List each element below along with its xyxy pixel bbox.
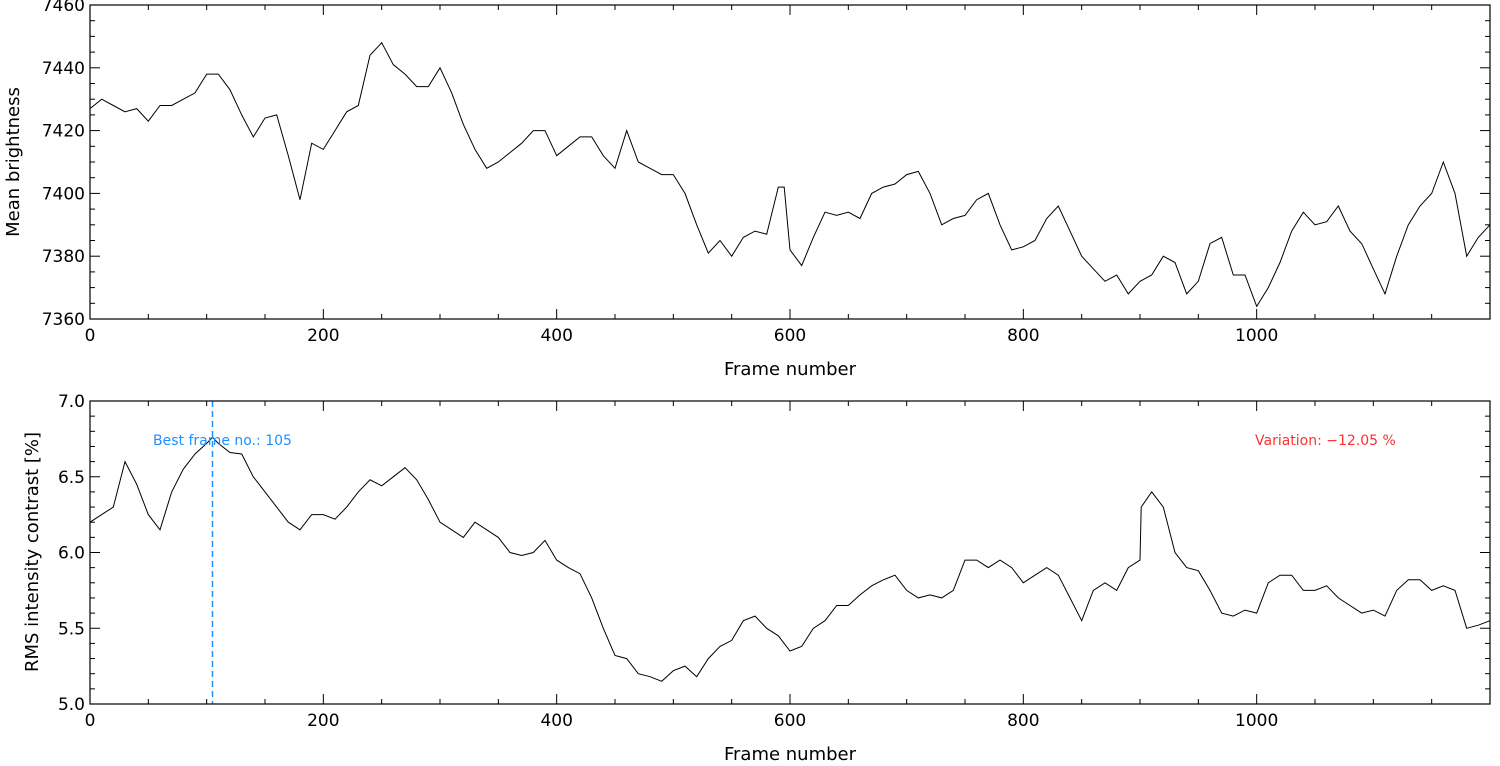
contrast-xaxis-label: Frame number: [724, 744, 857, 765]
best-frame-annotation: Best frame no.: 105: [153, 433, 292, 449]
brightness-xtick-label: 1000: [1235, 326, 1278, 346]
brightness-ytick-label: 7400: [42, 184, 85, 204]
contrast-xtick-label: 200: [307, 711, 339, 731]
brightness-ytick-label: 7460: [42, 0, 85, 16]
brightness-xtick-label: 200: [307, 326, 339, 346]
contrast-ytick-label: 5.5: [58, 619, 85, 639]
contrast-ytick-label: 5.0: [58, 695, 85, 715]
brightness-axes-ticks: 0 200 400 600 800 1000 7360 7380 7400 7420 7440 746…: [42, 0, 1491, 346]
brightness-xtick-label: 600: [774, 326, 806, 346]
brightness-xtick-label: 800: [1007, 326, 1039, 346]
contrast-series-line: [89, 436, 1491, 682]
contrast-axes-frame: [89, 400, 1491, 705]
contrast-ytick-label: 6.5: [58, 468, 85, 488]
brightness-ytick-label: 7420: [42, 122, 85, 142]
contrast-xtick-label: 1000: [1235, 711, 1278, 731]
brightness-yaxis-label: Mean brightness: [3, 87, 24, 237]
contrast-xtick-label: 600: [774, 711, 806, 731]
contrast-panel: 0 200 400 600 800 1000 5.0 5.5 6.0 6.5 7.0 Best fr…: [22, 392, 1491, 765]
brightness-xaxis-label: Frame number: [724, 359, 857, 380]
contrast-yaxis-label: RMS intensity contrast [%]: [22, 432, 43, 672]
contrast-ytick-label: 6.0: [58, 544, 85, 564]
brightness-series-line: [89, 41, 1491, 308]
contrast-xtick-label: 0: [85, 711, 96, 731]
contrast-ytick-label: 7.0: [58, 392, 85, 412]
brightness-panel: 0 200 400 600 800 1000 7360 7380 7400 7420 7440 746…: [3, 0, 1491, 380]
brightness-ytick-label: 7360: [42, 310, 85, 330]
brightness-ytick-label: 7440: [42, 59, 85, 79]
brightness-xtick-label: 0: [85, 326, 96, 346]
variation-annotation: Variation: −12.05 %: [1255, 433, 1396, 449]
contrast-xtick-label: 400: [540, 711, 572, 731]
contrast-axes-ticks: 0 200 400 600 800 1000 5.0 5.5 6.0 6.5 7.0: [58, 392, 1491, 731]
brightness-xtick-label: 400: [540, 326, 572, 346]
contrast-xtick-label: 800: [1007, 711, 1039, 731]
brightness-ytick-label: 7380: [42, 247, 85, 267]
brightness-axes-frame: [89, 4, 1491, 320]
